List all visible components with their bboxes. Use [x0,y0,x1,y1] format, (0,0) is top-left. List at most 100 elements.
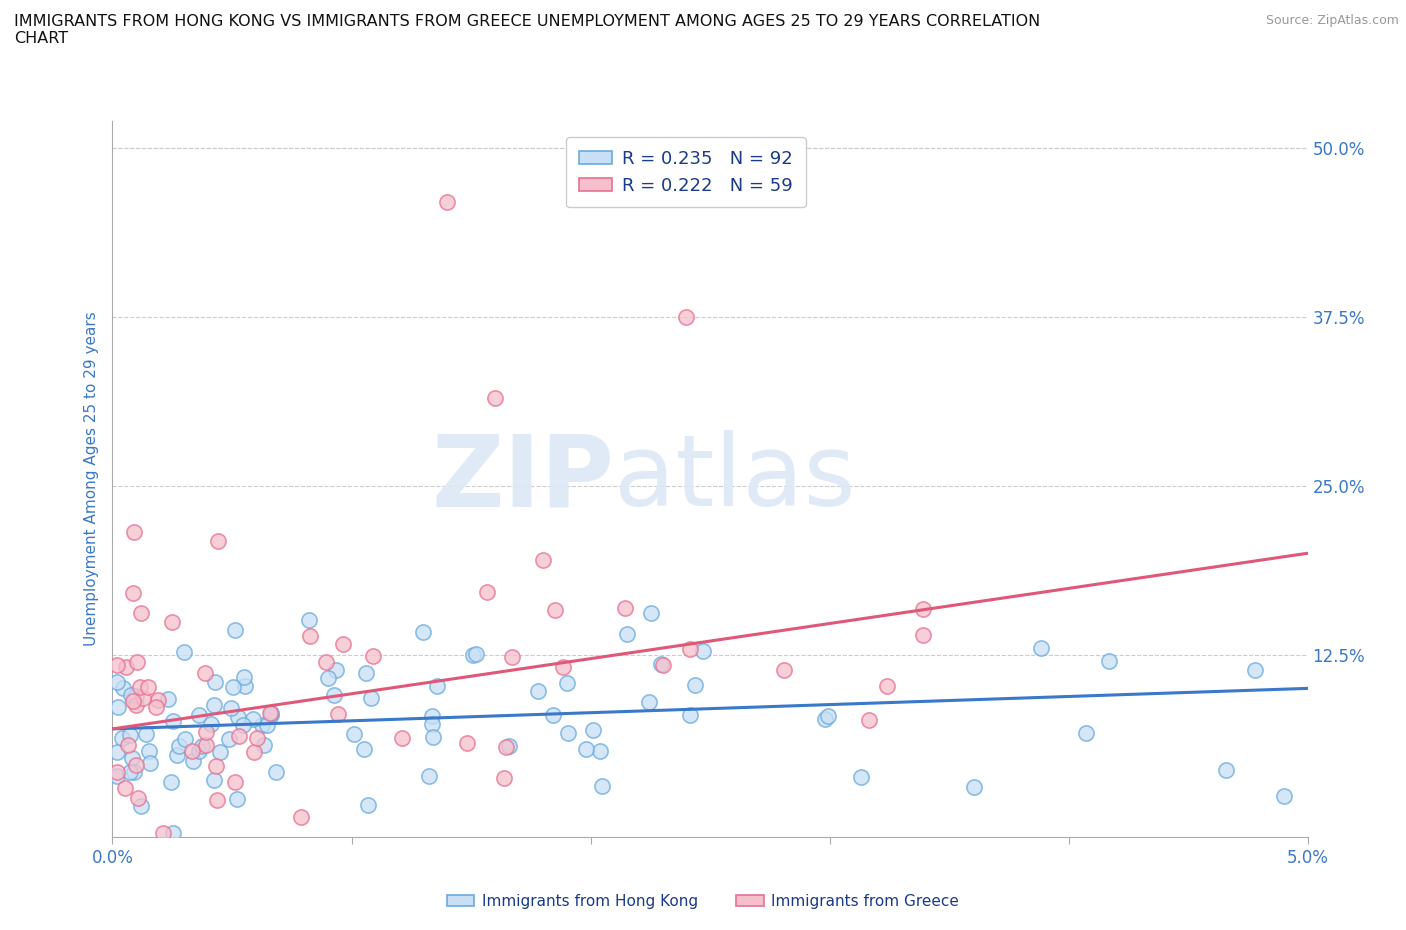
Point [252,737,274,752]
Point [391,731,413,746]
Point [299,629,322,644]
Point [361,649,384,664]
Point [1272,789,1295,804]
Point [260,707,283,722]
Point [121,751,143,765]
Point [224,622,246,637]
Point [555,676,578,691]
Point [218,732,240,747]
Point [174,732,197,747]
Legend: Immigrants from Hong Kong, Immigrants from Greece: Immigrants from Hong Kong, Immigrants fr… [440,888,966,915]
Point [114,781,136,796]
Point [162,714,184,729]
Point [264,764,287,779]
Point [1076,725,1098,740]
Point [181,743,204,758]
Point [111,730,134,745]
Point [332,637,354,652]
Point [685,678,707,693]
Point [125,689,148,704]
Point [420,716,443,731]
Point [963,779,986,794]
Point [194,665,217,680]
Point [105,675,128,690]
Point [541,708,564,723]
Point [876,679,898,694]
Point [544,603,567,618]
Point [858,712,880,727]
Point [484,391,506,405]
Point [650,656,672,671]
Point [207,534,229,549]
Point [105,744,128,759]
Point [912,602,935,617]
Point [188,743,211,758]
Point [495,739,517,754]
Point [195,725,218,740]
Point [256,718,278,733]
Point [322,687,344,702]
Text: Source: ZipAtlas.com: Source: ZipAtlas.com [1265,14,1399,27]
Point [912,627,935,642]
Point [418,768,440,783]
Point [226,710,249,724]
Point [692,644,714,658]
Point [773,662,796,677]
Point [342,726,364,741]
Point [127,655,149,670]
Point [107,699,129,714]
Point [156,692,179,707]
Point [675,310,697,325]
Point [135,726,157,741]
Point [204,675,226,690]
Point [105,768,128,783]
Point [259,705,281,720]
Point [464,646,486,661]
Point [128,680,150,695]
Point [162,826,184,841]
Point [426,678,449,693]
Point [105,658,128,672]
Point [219,700,242,715]
Point [589,744,612,759]
Point [105,764,128,779]
Legend: R = 0.235   N = 92, R = 0.222   N = 59: R = 0.235 N = 92, R = 0.222 N = 59 [567,137,806,207]
Point [222,680,245,695]
Point [290,809,312,824]
Point [202,773,225,788]
Point [353,741,375,756]
Point [129,799,152,814]
Point [501,649,523,664]
Point [354,666,377,681]
Point [204,759,226,774]
Point [138,744,160,759]
Point [461,647,484,662]
Point [1029,641,1052,656]
Point [232,718,254,733]
Point [122,585,145,600]
Point [260,706,283,721]
Point [250,718,273,733]
Point [145,699,167,714]
Point [360,691,382,706]
Point [357,798,380,813]
Point [122,525,145,539]
Point [117,737,139,752]
Point [298,612,321,627]
Point [226,791,249,806]
Point [120,764,142,779]
Point [120,687,142,702]
Point [127,790,149,805]
Point [173,644,195,659]
Point [494,771,516,786]
Point [246,731,269,746]
Point [125,758,148,773]
Point [209,744,232,759]
Point [582,723,605,737]
Point [191,738,214,753]
Point [498,739,520,754]
Point [242,745,264,760]
Text: atlas: atlas [614,431,856,527]
Point [616,627,638,642]
Point [814,711,837,726]
